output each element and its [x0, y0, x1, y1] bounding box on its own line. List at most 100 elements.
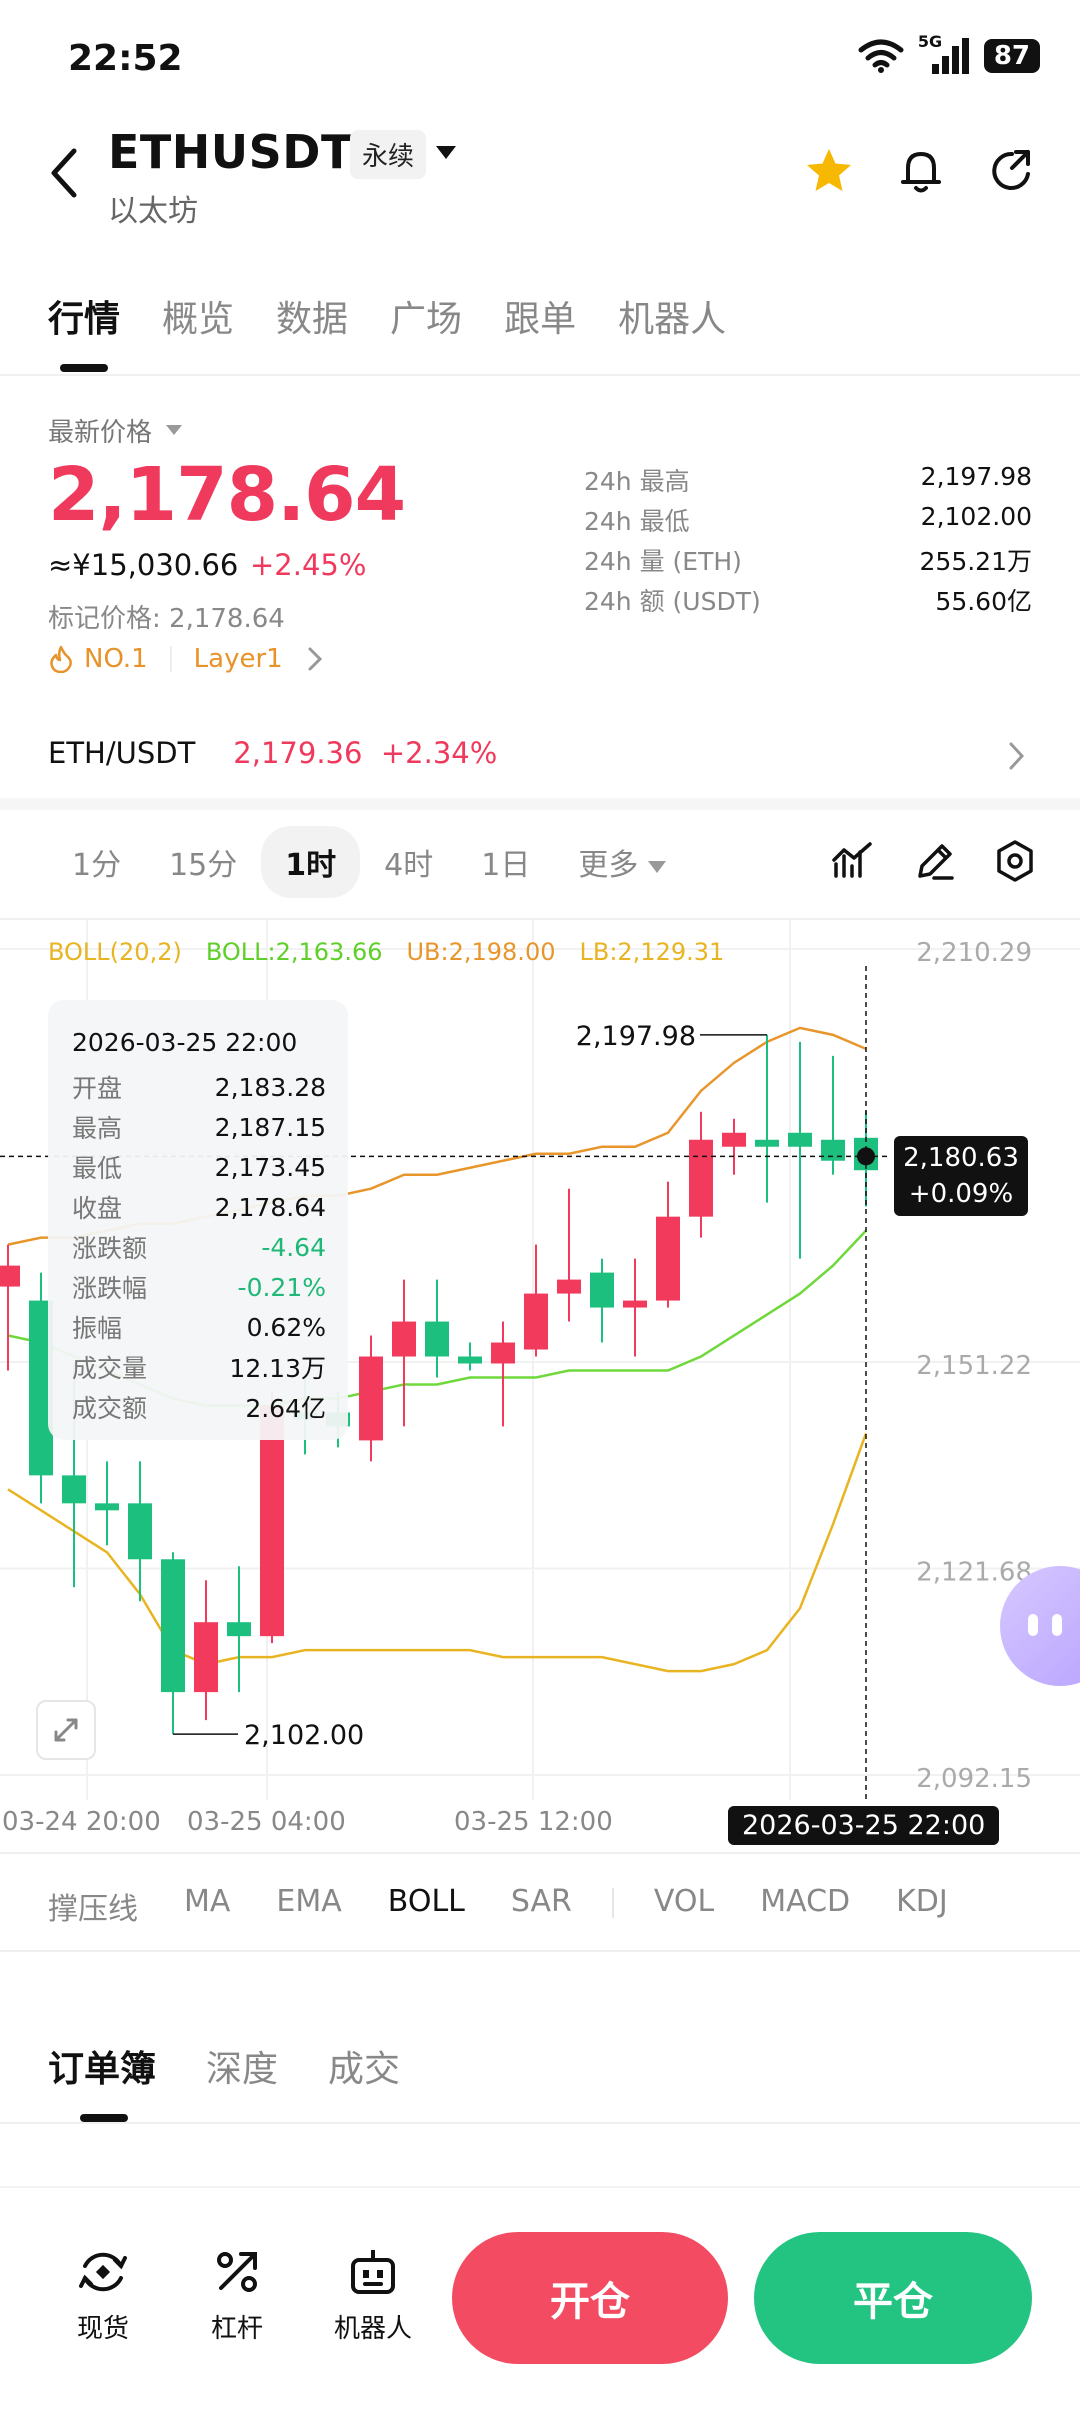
tab-depth[interactable]: 深度 [206, 2049, 279, 2090]
crosshair-pct: +0.09% [908, 1179, 1014, 1209]
assistant-face-icon [1028, 1614, 1062, 1636]
indicator-chart-icon[interactable] [830, 838, 876, 884]
draw-pencil-icon[interactable] [912, 838, 958, 884]
orderbook-tabs: 订单簿 深度 成交 [48, 2040, 450, 2092]
tooltip-value: 12.13万 [229, 1354, 326, 1383]
ind-support-resistance[interactable]: 撑压线 [48, 1892, 138, 1927]
mark-price: 标记价格: 2,178.64 [48, 604, 285, 634]
ind-kdj[interactable]: KDJ [896, 1884, 948, 1919]
tab-bot[interactable]: 机器人 [618, 299, 727, 340]
main-tabs: 行情 概览 数据 广场 跟单 机器人 [48, 290, 768, 342]
fullscreen-button[interactable] [36, 1700, 96, 1760]
bell-icon[interactable] [896, 146, 946, 196]
chevron-right-icon[interactable] [1004, 740, 1028, 772]
tab-market[interactable]: 行情 [48, 299, 121, 340]
tooltip-date: 2026-03-25 22:00 [72, 1028, 298, 1057]
divider [0, 2122, 1080, 2124]
contract-type-badge[interactable]: 永续 [350, 130, 427, 179]
interval-4h[interactable]: 4时 [384, 848, 434, 883]
divider [0, 1852, 1080, 1854]
tooltip-label: 涨跌额 [72, 1234, 148, 1263]
expand-icon [54, 1718, 78, 1742]
pair-title[interactable]: ETHUSDT [108, 125, 353, 179]
nav-leverage-label: 杠杆 [210, 2314, 263, 2344]
nav-leverage[interactable]: 杠杆 [182, 2244, 292, 2345]
status-time: 22:52 [68, 38, 183, 79]
x-tick-label: 03-25 04:00 [187, 1807, 346, 1837]
share-icon[interactable] [986, 146, 1036, 196]
tag-separator [169, 646, 172, 672]
ind-boll[interactable]: BOLL [387, 1884, 465, 1919]
boll-ub-value: UB:2,198.00 [406, 938, 556, 966]
latest-price-label[interactable]: 最新价格 [48, 418, 153, 448]
cny-price: ≈¥15,030.66 [48, 548, 239, 582]
tab-orderbook[interactable]: 订单簿 [48, 2049, 157, 2090]
caret-down-icon[interactable] [436, 146, 456, 159]
robot-icon [351, 2250, 395, 2294]
boll-params: BOLL(20,2) [48, 938, 182, 966]
tooltip-label: 最高 [72, 1114, 123, 1143]
candle-body [359, 1356, 383, 1441]
y-tick-label: 2,210.29 [916, 938, 1032, 968]
tooltip-row: 涨跌额 -4.64 [72, 1227, 326, 1267]
interval-1d[interactable]: 1日 [481, 848, 531, 883]
ind-macd[interactable]: MACD [760, 1884, 851, 1919]
nav-robot[interactable]: 机器人 [318, 2244, 428, 2345]
candle-body [524, 1293, 548, 1350]
tooltip-label: 涨跌幅 [72, 1274, 148, 1303]
tab-data[interactable]: 数据 [276, 299, 349, 340]
tooltip-row: 振幅 0.62% [72, 1307, 326, 1347]
candle-body [194, 1622, 218, 1693]
spot-price-row[interactable]: ETH/USDT 2,179.36 +2.34% [48, 736, 497, 770]
divider [0, 918, 1080, 920]
last-price: 2,178.64 [48, 452, 406, 538]
tooltip-row: 开盘 2,183.28 [72, 1067, 326, 1107]
tab-overview[interactable]: 概览 [162, 299, 235, 340]
stat-value: 55.60亿 [935, 587, 1032, 616]
tooltip-value: 2.64亿 [245, 1394, 326, 1423]
candle-body [0, 1265, 20, 1287]
tooltip-label: 收盘 [72, 1194, 123, 1223]
candle-body [689, 1139, 713, 1217]
chevron-right-icon[interactable] [305, 646, 325, 672]
x-tick-label: 03-24 20:00 [2, 1807, 161, 1837]
interval-1h[interactable]: 1时 [261, 826, 361, 898]
ind-vol[interactable]: VOL [653, 1884, 715, 1919]
rank-tag[interactable]: NO.1 [84, 644, 148, 674]
ind-sar[interactable]: SAR [510, 1884, 572, 1919]
interval-1m[interactable]: 1分 [72, 848, 122, 883]
boll-lb-value: LB:2,129.31 [579, 938, 725, 966]
star-icon[interactable] [804, 146, 854, 196]
stat-value: 2,197.98 [920, 462, 1032, 491]
settings-hexagon-icon[interactable] [992, 838, 1038, 884]
caret-down-icon[interactable] [166, 425, 182, 435]
candle-body [458, 1356, 482, 1364]
tab-copy-trade[interactable]: 跟单 [504, 299, 577, 340]
stat-value: 255.21万 [919, 547, 1032, 576]
tooltip-label: 成交量 [72, 1354, 148, 1383]
open-position-button[interactable]: 开仓 [452, 2232, 728, 2364]
candle-body [557, 1279, 581, 1294]
tab-square[interactable]: 广场 [390, 299, 463, 340]
y-tick-label: 2,092.15 [916, 1764, 1032, 1794]
ind-ema[interactable]: EMA [276, 1884, 342, 1919]
candle-body [590, 1272, 614, 1308]
tooltip-value: 2,178.64 [214, 1192, 326, 1222]
sector-tag[interactable]: Layer1 [193, 644, 283, 674]
floating-assistant-button[interactable] [1000, 1566, 1080, 1686]
close-position-button[interactable]: 平仓 [754, 2232, 1032, 2364]
ind-ma[interactable]: MA [184, 1884, 231, 1919]
divider [0, 374, 1080, 376]
tooltip-label: 最低 [72, 1154, 123, 1183]
candle-body [425, 1321, 449, 1357]
boll-lower-line [7, 1432, 868, 1673]
tab-trades[interactable]: 成交 [328, 2049, 401, 2090]
interval-15m[interactable]: 15分 [169, 848, 238, 883]
back-arrow-icon[interactable] [44, 145, 84, 201]
crosshair-price-badge: 2,180.63 +0.09% [894, 1136, 1028, 1216]
interval-more[interactable]: 更多 [554, 826, 690, 898]
nav-robot-label: 机器人 [333, 2314, 412, 2344]
candle-body [95, 1503, 119, 1511]
nav-spot[interactable]: 现货 [48, 2244, 158, 2345]
status-icons: 5G 87 [858, 32, 1040, 76]
